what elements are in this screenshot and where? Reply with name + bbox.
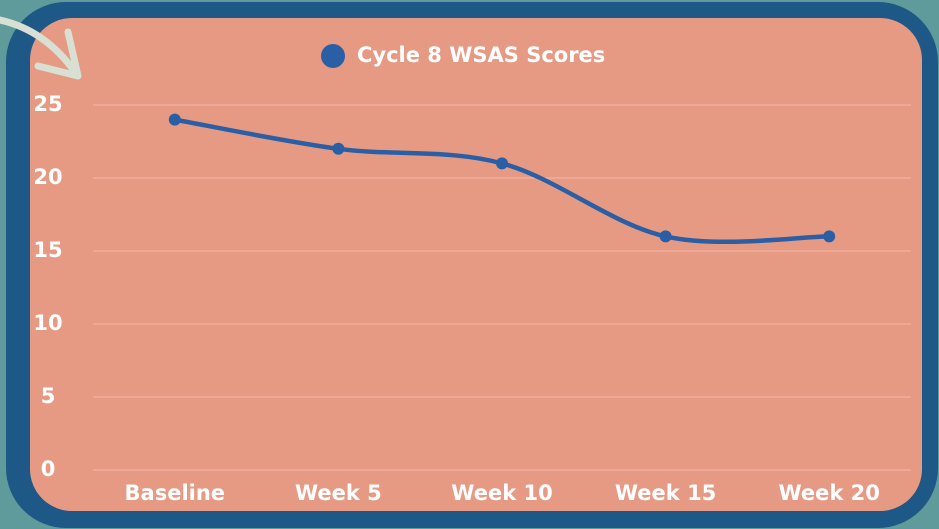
y-tick-label: 10 bbox=[33, 311, 62, 335]
panel bbox=[30, 18, 922, 511]
y-tick-label: 20 bbox=[33, 165, 62, 189]
point bbox=[496, 157, 508, 170]
x-tick-label: Week 5 bbox=[295, 481, 382, 505]
arrow-head bbox=[34, 28, 82, 80]
point bbox=[168, 113, 181, 126]
point bbox=[332, 142, 345, 155]
x-tick-label: Week 10 bbox=[451, 481, 552, 505]
point bbox=[823, 230, 836, 243]
legend: Cycle 8 WSAS Scores bbox=[321, 43, 605, 68]
y-tick-label: 25 bbox=[33, 92, 62, 116]
x-tick-label: Week 15 bbox=[615, 481, 716, 505]
x-tick-label: Week 20 bbox=[778, 481, 879, 505]
y-tick-label: 15 bbox=[33, 238, 62, 262]
arrow bbox=[0, 16, 79, 76]
x-tick-label: Baseline bbox=[125, 481, 226, 505]
y-tick-label: 5 bbox=[41, 384, 56, 408]
point bbox=[659, 230, 672, 243]
legend-label: Cycle 8 WSAS Scores bbox=[357, 43, 605, 67]
y-tick-label: 0 bbox=[41, 457, 56, 481]
legend-marker bbox=[321, 44, 345, 68]
